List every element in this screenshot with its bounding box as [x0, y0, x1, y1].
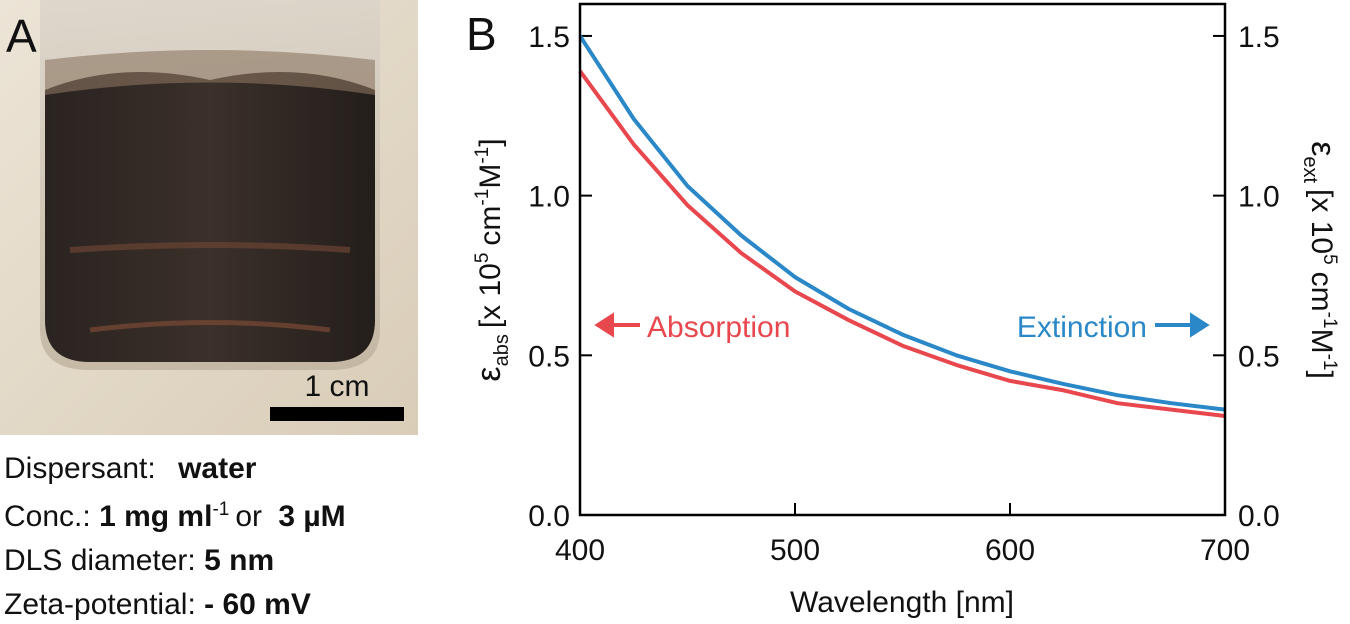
plot-frame	[578, 2, 1227, 517]
x-tick-label: 400	[555, 534, 605, 567]
y-axis-label: εabs[x 105cm-1M-1]	[470, 138, 513, 381]
x-tick-label: 700	[1200, 534, 1250, 567]
y2-tick-label: 0.0	[1238, 500, 1280, 533]
legend-label: Extinction	[1017, 311, 1147, 344]
y2-tick-label: 0.5	[1238, 340, 1280, 373]
property: Conc.: 1 mg ml-1 or 3 µM	[4, 499, 346, 533]
y2-tick-label: 1.0	[1238, 181, 1280, 214]
property: Zeta-potential: - 60 mV	[4, 588, 311, 621]
y2-tick-label: 1.5	[1238, 21, 1280, 54]
line-series	[578, 69, 1226, 418]
x-tick-label: 600	[985, 534, 1035, 567]
legend-label: Absorption	[647, 311, 790, 344]
y-tick-label: 1.0	[528, 181, 570, 214]
property: Dispersant: water	[4, 452, 257, 485]
property: DLS diameter: 5 nm	[4, 544, 274, 577]
x-tick-label: 500	[770, 534, 820, 567]
arrow	[594, 312, 640, 338]
y-tick-label: 0.0	[528, 500, 570, 533]
y2-axis-label: εext[x 105cm-1M-1]	[1299, 141, 1342, 379]
line-series	[578, 34, 1226, 412]
arrow	[1155, 312, 1210, 338]
panel-label: A	[6, 10, 37, 62]
panel-label: B	[466, 8, 497, 60]
y-tick-label: 0.5	[528, 340, 570, 373]
scale-bar-label: 1 cm	[304, 370, 369, 403]
y-tick-label: 1.5	[528, 21, 570, 54]
photo	[0, 0, 418, 435]
x-axis-label: Wavelength [nm]	[790, 586, 1014, 619]
